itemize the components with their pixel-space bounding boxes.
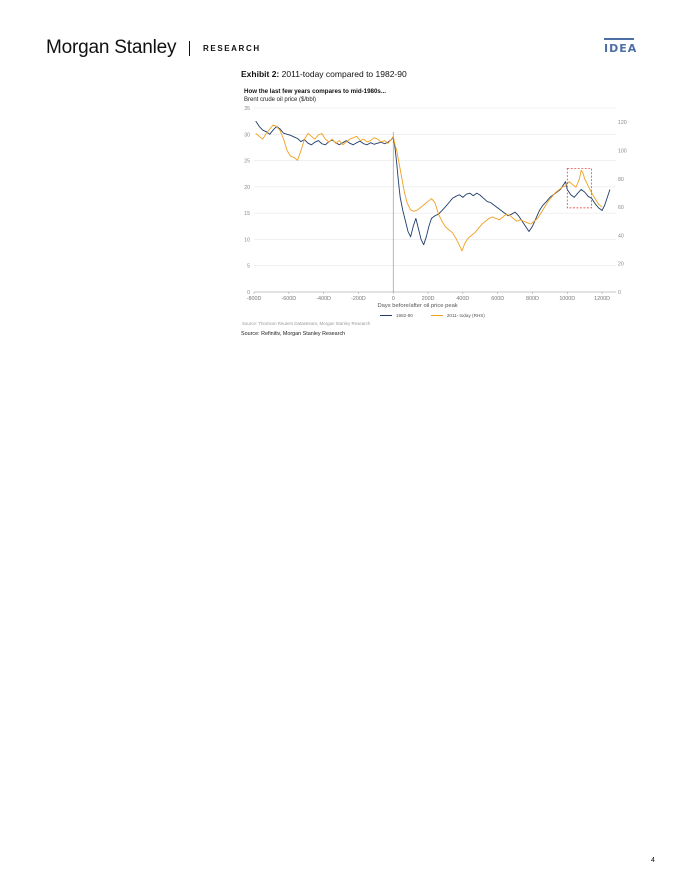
series-line-1982-90	[255, 120, 611, 246]
exhibit-title: 2011-today compared to 1982-90	[281, 69, 407, 79]
chart-source: Source: Thomson Reuters Datastream, Morg…	[242, 321, 371, 326]
y-left-tick-label: 20	[244, 185, 250, 191]
x-tick-label: 600D	[491, 296, 504, 302]
section-label: RESEARCH	[203, 44, 261, 53]
series-line-2011-today	[255, 124, 603, 252]
y-right-tick-label: 80	[618, 177, 624, 183]
y-left-tick-label: 35	[244, 106, 250, 112]
idea-badge: IDEA	[604, 38, 636, 55]
y-right-tick-label: 120	[618, 120, 627, 126]
highlight-box	[566, 168, 592, 209]
legend-item-1982-90: 1982-90	[380, 313, 413, 318]
y-left-tick-label: 10	[244, 237, 250, 243]
y-right-tick-label: 20	[618, 262, 624, 268]
y-left-tick-label: 15	[244, 211, 250, 217]
y-left-tick-label: 5	[247, 264, 250, 270]
exhibit-label: Exhibit 2:	[241, 69, 280, 79]
legend-label: 2011- today (RHS)	[446, 313, 485, 318]
legend-swatch-navy	[380, 314, 392, 317]
y-right-tick-label: 100	[618, 148, 627, 154]
x-tick-label: 400D	[456, 296, 469, 302]
y-left-tick-label: 25	[244, 159, 250, 165]
x-tick-label: -400D	[316, 296, 331, 302]
x-tick-label: -800D	[247, 296, 262, 302]
x-tick-label: 800D	[526, 296, 539, 302]
y-left-tick-label: 30	[244, 132, 250, 138]
x-axis-title: Days before/after oil price peak	[377, 303, 457, 309]
legend-label: 1982-90	[396, 313, 413, 318]
x-tick-label: 1000D	[559, 296, 575, 302]
chart-title: How the last few years compares to mid-1…	[244, 88, 387, 95]
exhibit-source: Source: Refinitiv, Morgan Stanley Resear…	[241, 331, 346, 337]
legend: 1982-90 2011- today (RHS)	[380, 313, 485, 318]
oil-price-chart: 0 5 10 15 20 25 30 35 0 20 40 60 80 100 120 -800D -600D -…	[244, 106, 627, 309]
chart-subtitle: Brent crude oil price ($/bbl)	[244, 97, 317, 103]
x-tick-label: 0	[392, 296, 395, 302]
y-right-tick-label: 60	[618, 205, 624, 211]
logo-divider	[189, 41, 190, 56]
legend-item-2011-today: 2011- today (RHS)	[430, 313, 485, 318]
x-tick-label: -200D	[351, 296, 366, 302]
logo: Morgan Stanley	[46, 37, 177, 58]
exhibit-heading: Exhibit 2: 2011-today compared to 1982-9…	[241, 69, 407, 79]
y-right-tick-label: 40	[618, 233, 624, 239]
y-left-tick-label: 0	[247, 290, 250, 296]
x-tick-label: 1200D	[594, 296, 610, 302]
x-tick-label: 200D	[422, 296, 435, 302]
y-right-tick-label: 0	[618, 290, 621, 296]
x-tick-label: -600D	[281, 296, 296, 302]
legend-swatch-orange	[430, 314, 443, 317]
page-number: 4	[651, 857, 655, 864]
